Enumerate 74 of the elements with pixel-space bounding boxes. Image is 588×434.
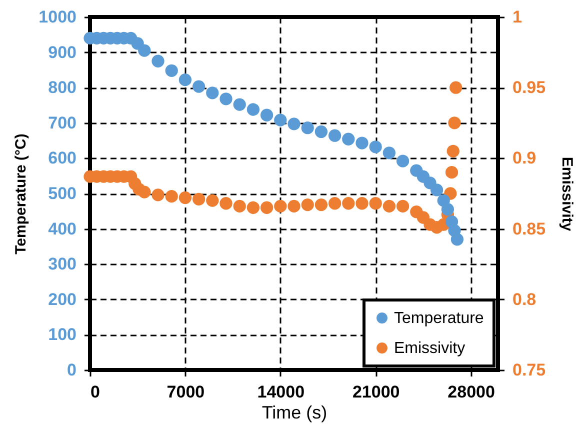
point <box>274 114 287 126</box>
point <box>314 198 328 212</box>
point <box>448 116 461 130</box>
point <box>356 197 368 210</box>
x-tick-label: 0 <box>90 382 100 402</box>
x-tick-label: 21000 <box>352 382 400 402</box>
y-tick-label: 300 <box>48 254 76 274</box>
point <box>152 188 164 202</box>
point <box>192 192 206 206</box>
y2-tick-label: 0.85 <box>512 219 546 238</box>
y2-tick-label: 0.9 <box>512 148 536 168</box>
point <box>342 132 355 146</box>
point <box>220 92 232 106</box>
x-tick-label: 7000 <box>166 382 205 402</box>
point <box>288 200 300 213</box>
point <box>220 197 232 210</box>
point <box>396 200 410 213</box>
point <box>152 54 164 68</box>
point <box>206 86 219 100</box>
point <box>382 146 396 160</box>
legend-label: Temperature <box>394 310 484 327</box>
y-tick-label: 100 <box>48 325 76 344</box>
point <box>192 80 206 93</box>
point <box>138 44 151 57</box>
point <box>382 200 396 213</box>
point <box>206 194 219 207</box>
y-tick-label: 1000 <box>38 8 76 26</box>
point <box>178 191 192 204</box>
y-tick-label: 500 <box>48 184 76 203</box>
y-axis-title: Temperature (°C) <box>12 134 30 254</box>
point <box>246 201 260 214</box>
y-tick-label: 400 <box>48 219 76 238</box>
point <box>301 198 314 212</box>
point <box>165 64 178 77</box>
point <box>446 144 460 158</box>
legend-label: Emissivity <box>394 340 466 357</box>
y2-tick-label: 1 <box>512 8 522 26</box>
point <box>328 129 342 142</box>
point <box>314 125 328 138</box>
point <box>450 81 462 94</box>
y-tick-label: 600 <box>48 148 76 168</box>
point <box>274 200 287 213</box>
x-axis-title: Time (s) <box>262 402 328 422</box>
y-tick-label: 200 <box>48 290 76 309</box>
point <box>138 186 151 198</box>
x-tick-label: 28000 <box>448 382 495 402</box>
point <box>356 136 368 150</box>
y-tick-label: 900 <box>48 42 76 62</box>
point <box>342 197 355 210</box>
point <box>260 201 274 214</box>
x-tick-label: 14000 <box>257 382 305 402</box>
point <box>369 197 382 210</box>
y2-tick-label: 0.75 <box>512 360 546 380</box>
y-tick-label: 0 <box>67 360 76 380</box>
point <box>288 118 300 130</box>
y-tick-label: 800 <box>48 78 76 98</box>
point <box>430 184 444 196</box>
y2-tick-label: 0.8 <box>512 290 536 309</box>
point <box>369 140 382 154</box>
point <box>301 122 314 134</box>
y2-tick-label: 0.95 <box>512 78 546 98</box>
point <box>441 203 454 216</box>
point <box>396 154 410 168</box>
point <box>445 166 458 179</box>
point <box>165 190 178 203</box>
point <box>328 197 342 210</box>
point <box>233 200 246 213</box>
point <box>233 98 246 111</box>
y2-axis-title: Emissivity <box>558 156 576 232</box>
point <box>450 233 464 246</box>
point <box>178 74 192 86</box>
point <box>246 103 260 116</box>
y-tick-label: 700 <box>48 113 76 132</box>
point <box>260 108 274 122</box>
